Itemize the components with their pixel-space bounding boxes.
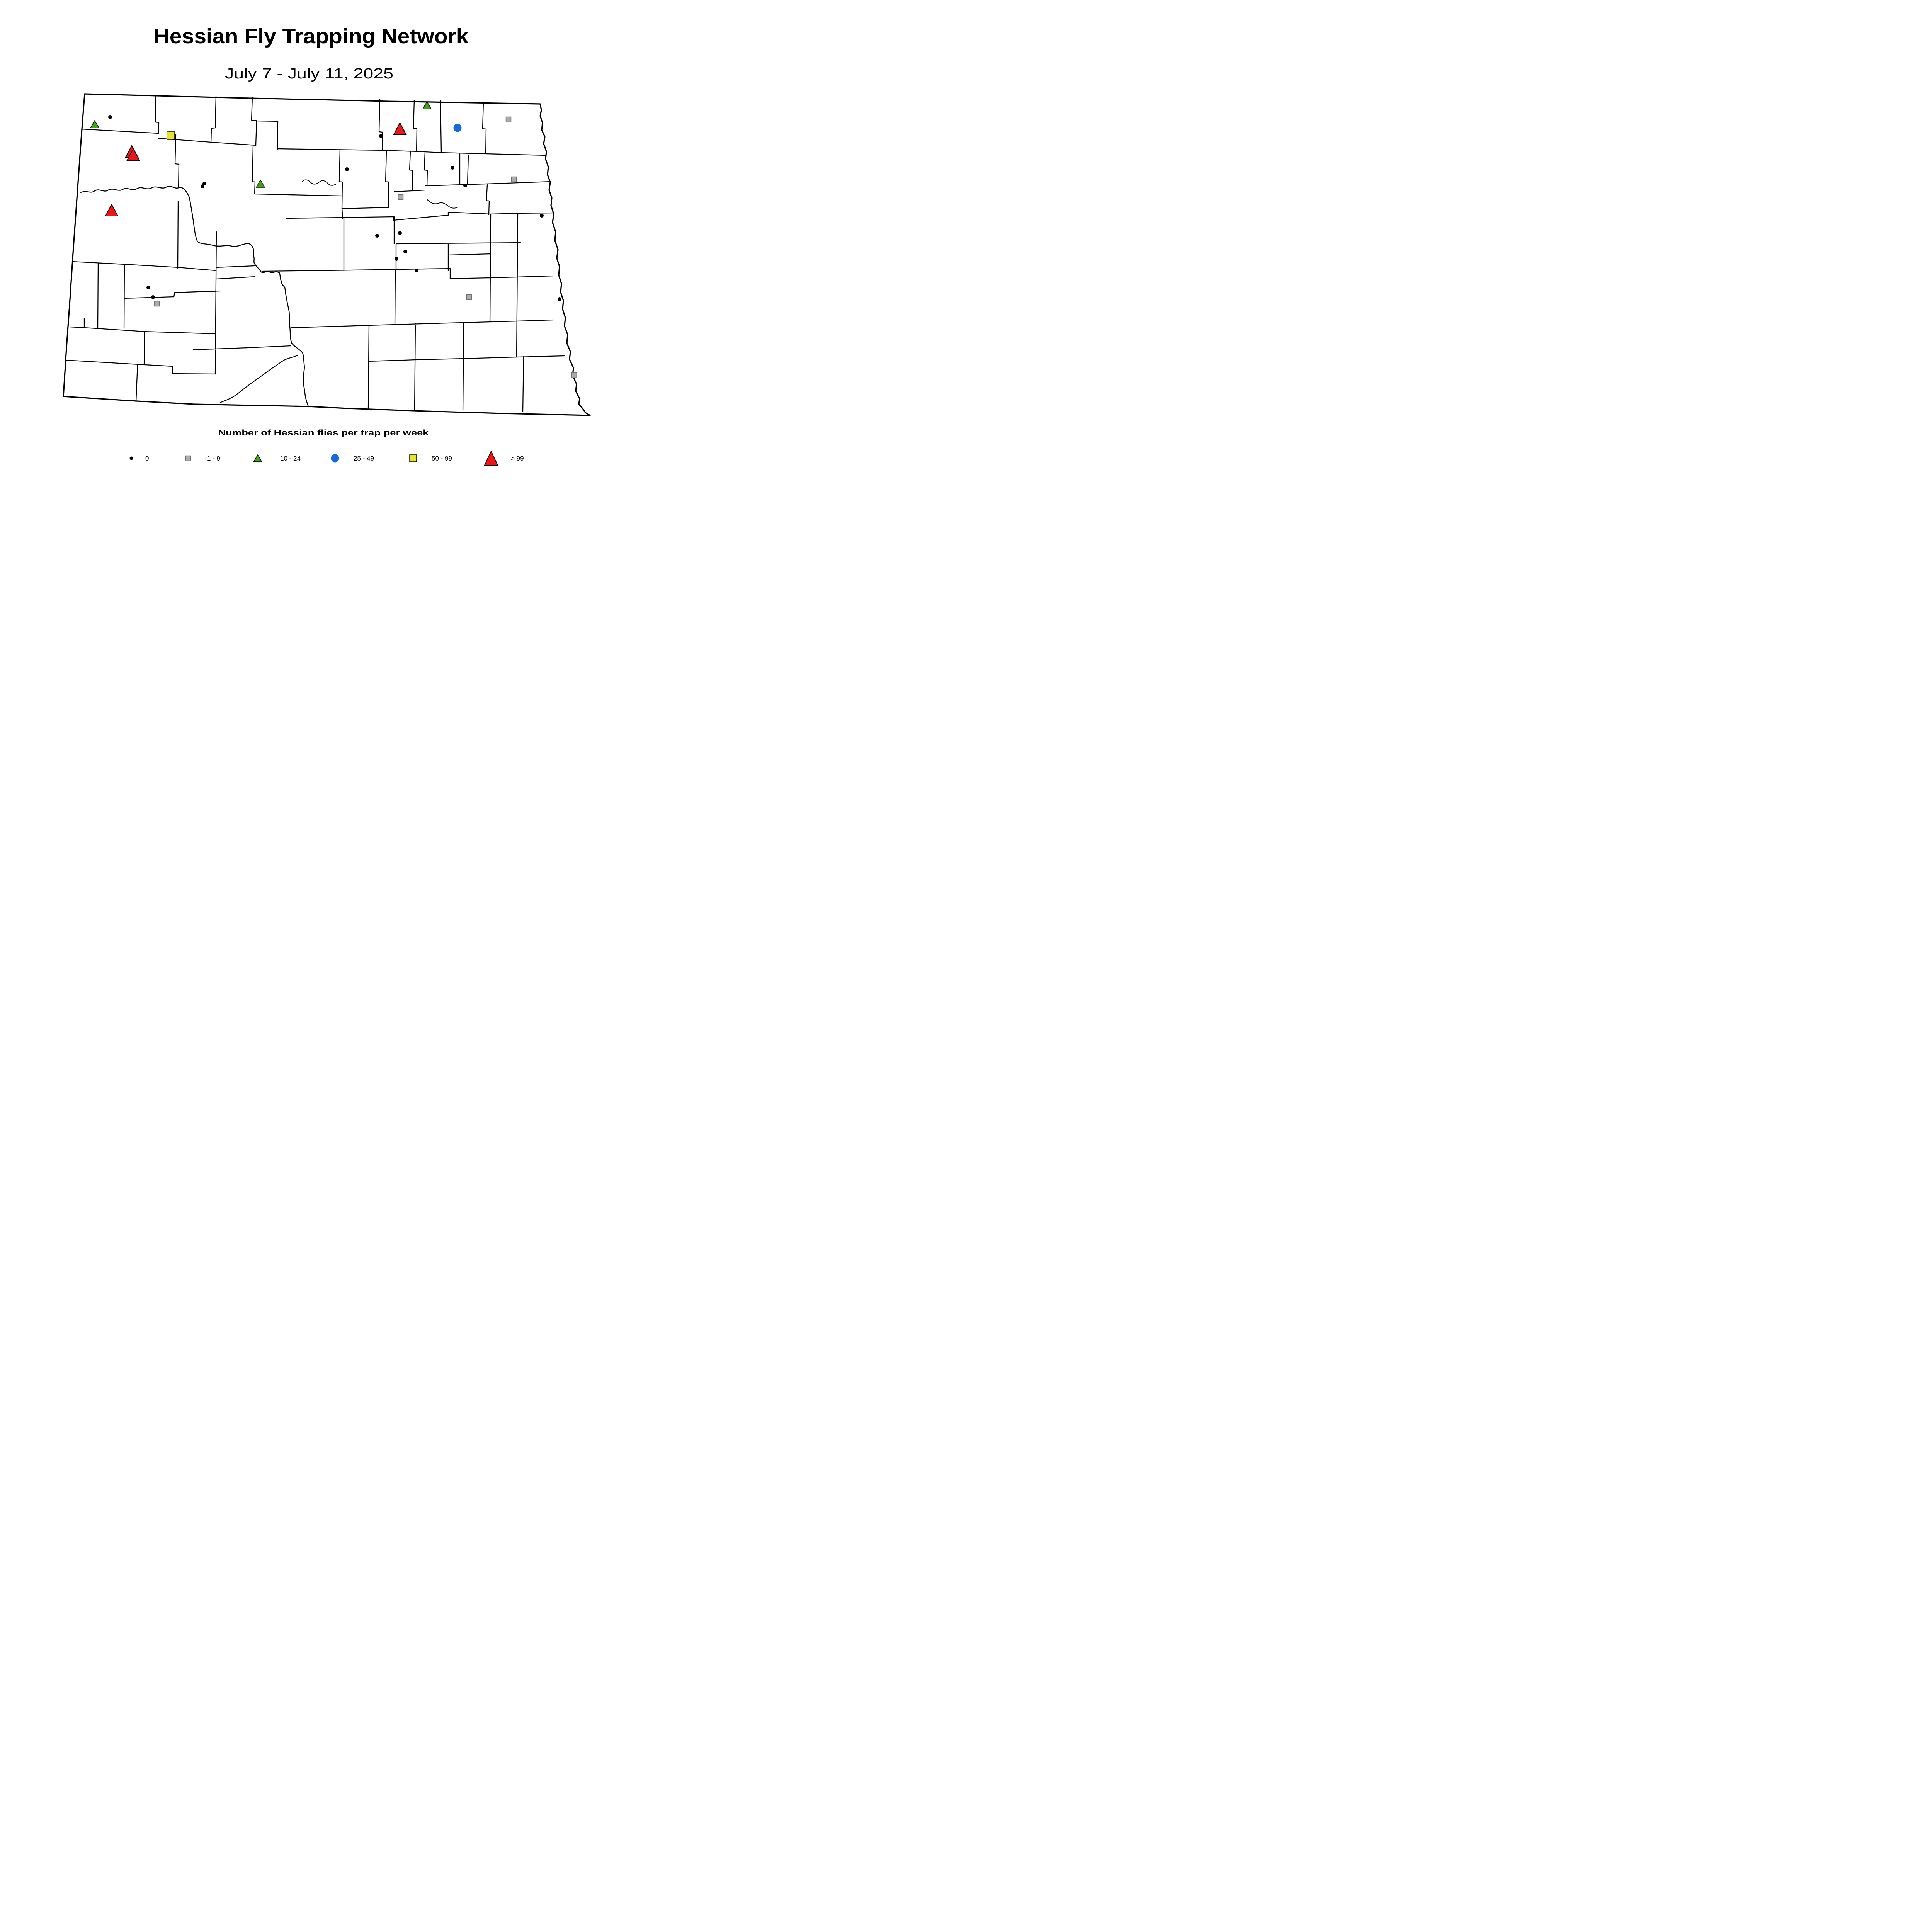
map-marker-dot (463, 184, 467, 187)
map-marker-green-triangle (255, 179, 265, 188)
devils-lake-line (427, 199, 458, 209)
map-marker-yellow-square (167, 131, 175, 140)
nd-county-map: Hessian Fly Trapping Network July 7 - Ju… (63, 25, 591, 466)
page-title: Hessian Fly Trapping Network (154, 25, 469, 48)
legend-label: 50 - 99 (432, 455, 452, 462)
legend-title: Number of Hessian flies per trap per wee… (218, 429, 429, 437)
cannonball-river-line (219, 355, 298, 403)
map-marker-red-triangle (393, 122, 407, 135)
map-marker-green-triangle (90, 120, 100, 128)
map-marker-red-triangle (105, 203, 119, 216)
map-marker-gray-square (505, 116, 512, 122)
gray-square-icon (185, 455, 191, 461)
missouri-river-line (80, 186, 309, 407)
map-marker-dot (375, 234, 379, 238)
souris-river-line (302, 179, 337, 186)
legend-item-50-99: 50 - 99 (409, 454, 452, 462)
map-marker-gray-square (571, 372, 577, 378)
legend-label: 0 (145, 455, 149, 462)
blue-circle-icon (331, 454, 339, 463)
map-marker-dot (558, 297, 561, 301)
map-legend: Number of Hessian flies per trap per wee… (129, 429, 524, 466)
legend-label: > 99 (511, 455, 524, 462)
map-marker-red-triangle (126, 148, 140, 161)
map-marker-green-triangle (422, 101, 432, 109)
map-marker-dot (202, 182, 206, 185)
map-marker-dot (403, 250, 407, 253)
trap-markers-layer (90, 101, 577, 378)
map-marker-dot (151, 295, 155, 299)
map-marker-dot (201, 184, 204, 188)
map-marker-dot (345, 167, 349, 171)
map-marker-blue-circle (453, 124, 462, 132)
legend-item-25-49: 25 - 49 (331, 454, 374, 463)
map-marker-dot (146, 286, 150, 289)
map-marker-dot (395, 257, 398, 261)
legend-label: 1 - 9 (207, 455, 220, 462)
map-marker-dot (540, 214, 544, 218)
legend-item-1-9: 1 - 9 (185, 455, 220, 462)
legend-item-0: 0 (129, 455, 149, 462)
green-triangle-icon (253, 454, 262, 462)
page-subtitle: July 7 - July 11, 2025 (225, 66, 393, 82)
legend-label: 10 - 24 (280, 455, 301, 462)
legend-label: 25 - 49 (354, 455, 374, 462)
map-marker-dot (451, 166, 454, 170)
red-triangle-icon (484, 450, 498, 466)
map-marker-dot (379, 134, 383, 138)
map-marker-gray-square (511, 176, 517, 182)
map-marker-dot (108, 115, 112, 119)
map-marker-gray-square (398, 194, 404, 200)
legend-item-10-24: 10 - 24 (253, 454, 301, 462)
map-marker-dot (398, 231, 402, 235)
map-marker-gray-square (154, 301, 160, 307)
county-borders (65, 94, 565, 413)
map-marker-dot (415, 269, 418, 272)
black-dot-icon (129, 456, 133, 460)
yellow-square-icon (409, 454, 417, 462)
state-outline (63, 93, 591, 416)
map-marker-gray-square (466, 294, 472, 300)
legend-item-gt-99: > 99 (484, 450, 524, 466)
